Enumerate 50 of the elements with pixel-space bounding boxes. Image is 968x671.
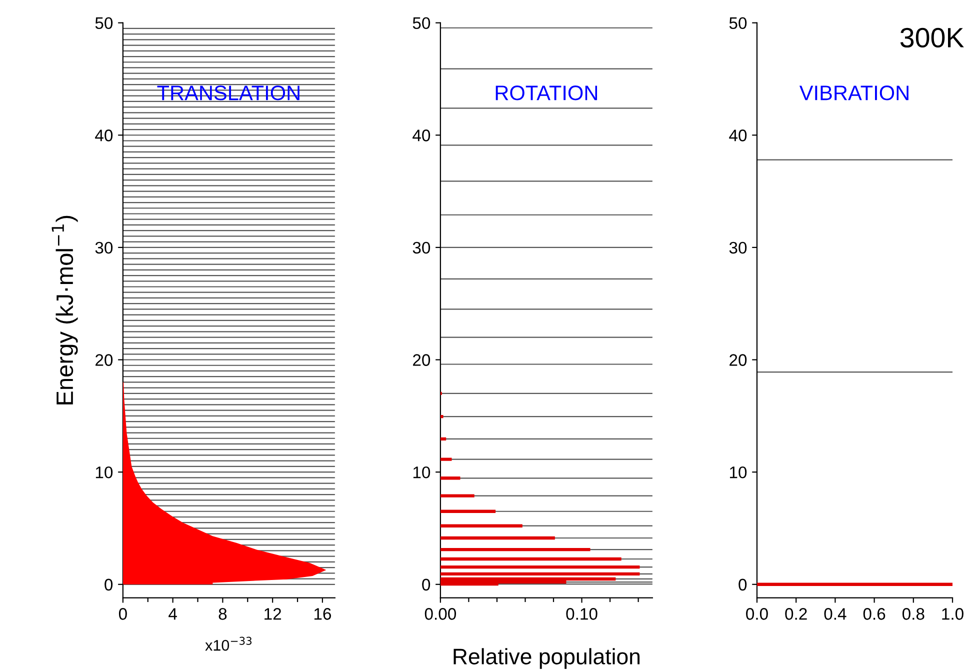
y-tick-label: 20 [730,354,747,366]
y-tick-label: 10 [730,466,747,478]
x-tick-label: 0.6 [863,608,886,620]
bar [440,577,616,581]
y-axis-title: Energy (kJ·mol$^{−1}$) [52,216,78,404]
bar [440,572,640,576]
bar [440,437,446,441]
bar [440,566,640,569]
y-tick-label: 50 [729,17,747,30]
y-tick-label: 0 [738,578,747,591]
x-tick-label: 0.10 [566,608,598,620]
y-tick-label: 30 [729,242,747,254]
x-tick-label: 0.4 [824,608,846,620]
text: ROTATION [496,86,598,100]
text: VIBRATION [799,86,908,100]
y-tick-label: 30 [412,242,430,254]
bar [440,524,522,528]
x-tick-label: 0.8 [902,608,924,620]
y-tick-label: 40 [95,130,113,142]
bar [440,415,444,418]
y-tick-label: 50 [412,17,430,30]
y-tick-label: 40 [729,130,747,142]
x-tick-label: 4 [168,608,177,620]
x-tick-label: 0.0 [746,608,768,620]
x-tick-label: 12 [264,608,282,620]
x-axis-title: Relative population [454,648,640,669]
y-tick-label: 0 [104,578,113,591]
text: x10$^{−33}$ [205,636,252,651]
y-tick-label: 40 [412,130,430,142]
bar [440,536,555,540]
x-tick-label: 8 [218,608,227,620]
bar [440,510,496,513]
bar [440,557,622,561]
y-tick-label: 50 [95,17,113,30]
x-tick-label: 16 [314,608,331,620]
x-tick-label: 1.0 [942,608,964,620]
y-tick-label: 30 [95,242,113,254]
annotation: 300K [900,28,964,48]
y-tick-label: 20 [96,354,113,366]
y-tick-label: 0 [422,578,430,591]
x-tick-label: 0 [118,608,127,620]
y-tick-label: 10 [96,466,113,478]
bar [440,548,590,552]
bar [440,458,452,461]
x-tick-label: 0.00 [424,608,456,620]
x-tick-label: 0.2 [785,608,807,620]
bar [440,494,474,498]
y-tick-label: 20 [413,354,430,366]
bar [440,476,460,480]
y-tick-label: 10 [413,466,430,478]
